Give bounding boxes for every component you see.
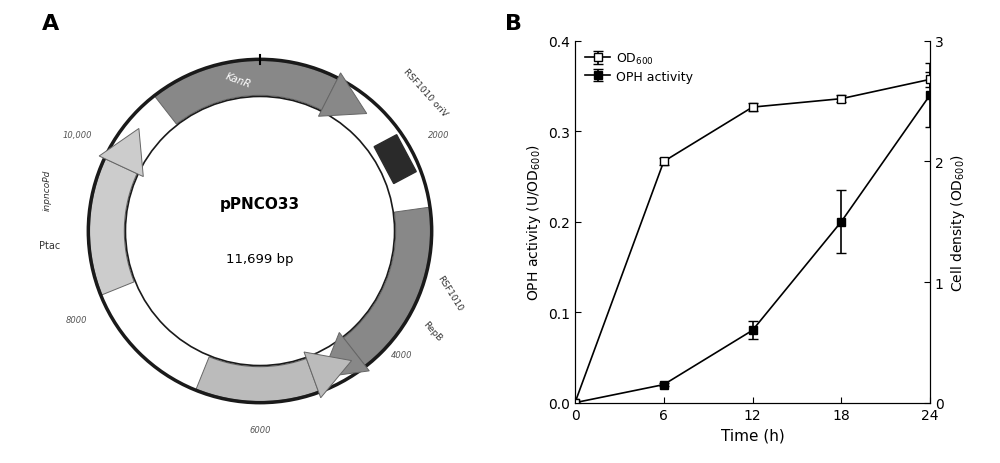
Text: RSF1010: RSF1010 [435,274,464,313]
Polygon shape [89,160,137,295]
Polygon shape [196,357,318,401]
Polygon shape [304,352,352,398]
Polygon shape [321,333,369,377]
Y-axis label: OPH activity (U/OD$_{600}$): OPH activity (U/OD$_{600}$) [525,144,543,300]
Text: B: B [505,14,522,34]
Text: 4000: 4000 [391,350,413,360]
Text: Ptac: Ptac [39,240,60,250]
Text: 2000: 2000 [428,130,449,139]
Text: RSF1010 oriV: RSF1010 oriV [401,67,449,119]
Y-axis label: Cell density (OD$_{600}$): Cell density (OD$_{600}$) [949,153,967,291]
Text: 6000: 6000 [249,425,271,434]
Text: RepB: RepB [422,319,444,343]
Polygon shape [318,74,367,117]
Text: 10,000: 10,000 [63,130,92,139]
X-axis label: Time (h): Time (h) [721,427,784,442]
Bar [374,135,416,184]
Legend: OD$_{600}$, OPH activity: OD$_{600}$, OPH activity [581,48,697,87]
Text: A: A [42,14,59,34]
Text: RSF1010 RepC: RSF1010 RepC [224,370,291,379]
Polygon shape [99,129,143,177]
Text: inpncoPd: inpncoPd [42,169,51,211]
Text: 8000: 8000 [66,315,87,324]
Text: pPNCO33: pPNCO33 [220,196,300,211]
Polygon shape [155,62,337,125]
Polygon shape [344,208,431,366]
Text: 11,699 bp: 11,699 bp [226,253,294,266]
Text: KanR: KanR [224,71,253,89]
